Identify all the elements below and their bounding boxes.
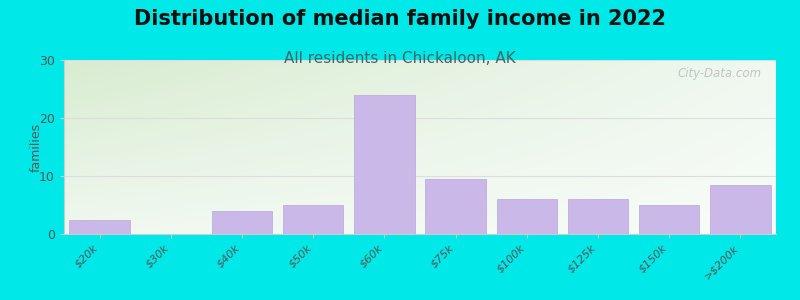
Text: Distribution of median family income in 2022: Distribution of median family income in … xyxy=(134,9,666,29)
Text: City-Data.com: City-Data.com xyxy=(678,67,762,80)
Bar xyxy=(568,199,628,234)
Y-axis label: families: families xyxy=(30,122,43,172)
Bar xyxy=(283,205,343,234)
Text: All residents in Chickaloon, AK: All residents in Chickaloon, AK xyxy=(284,51,516,66)
Bar xyxy=(426,179,486,234)
Bar xyxy=(639,205,699,234)
Bar xyxy=(710,185,770,234)
Bar xyxy=(354,95,414,234)
Bar xyxy=(497,199,557,234)
Bar xyxy=(70,220,130,234)
Bar xyxy=(212,211,272,234)
